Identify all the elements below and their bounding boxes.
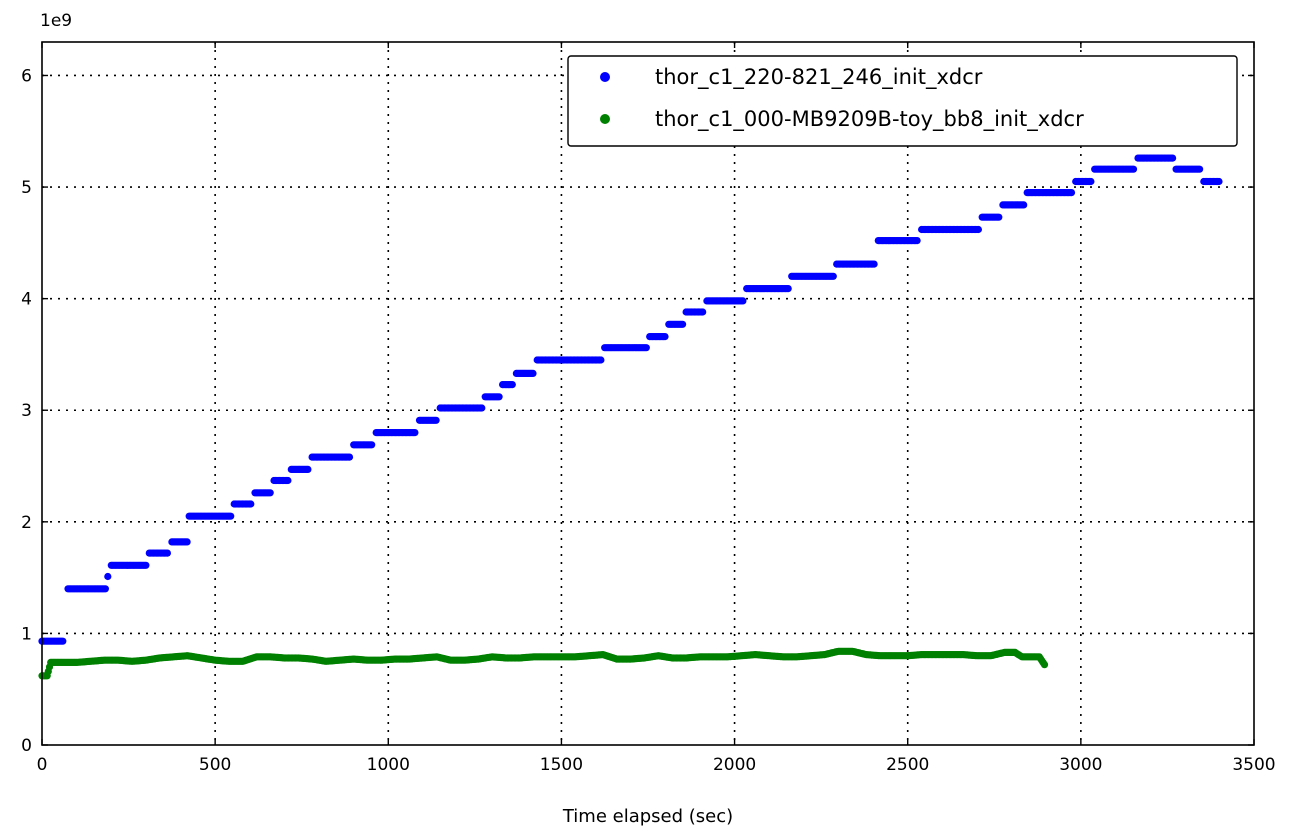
series-1-point bbox=[699, 308, 707, 316]
series-1-point bbox=[1169, 154, 1177, 162]
series-1-point bbox=[739, 297, 747, 305]
series-1-point bbox=[411, 429, 419, 437]
x-tick-label: 500 bbox=[199, 755, 231, 775]
series-1-point bbox=[870, 260, 878, 268]
y-tick-label: 6 bbox=[21, 66, 32, 86]
series-1-point bbox=[183, 538, 191, 546]
series-1-point bbox=[478, 404, 486, 412]
legend-frame bbox=[567, 55, 1238, 147]
series-1-point bbox=[163, 549, 171, 557]
legend-marker bbox=[600, 72, 610, 82]
x-tick-label: 0 bbox=[37, 755, 48, 775]
series-1-point bbox=[642, 344, 650, 352]
y-axis-offset-label: 1e9 bbox=[40, 11, 72, 31]
legend: thor_c1_220-821_246_init_xdcr thor_c1_000… bbox=[567, 55, 1238, 147]
y-tick-label: 3 bbox=[21, 401, 32, 421]
series-1-point bbox=[101, 585, 109, 593]
series-1-point bbox=[1020, 201, 1028, 209]
x-tick-label: 3000 bbox=[1059, 755, 1102, 775]
series-1-point bbox=[304, 465, 312, 473]
series-1-point bbox=[1129, 165, 1138, 173]
series-1-point bbox=[432, 416, 440, 424]
axis-ticks: 0 500 1000 1500 2000 2500 3000 3500 0 1 2 3 4 5 6 bbox=[21, 42, 1276, 775]
x-tick-label: 2000 bbox=[713, 755, 756, 775]
legend-label: thor_c1_220-821_246_init_xdcr bbox=[655, 65, 983, 90]
y-tick-label: 0 bbox=[21, 736, 32, 756]
y-tick-label: 1 bbox=[21, 624, 32, 644]
series-1-point bbox=[1087, 177, 1095, 186]
y-tick-label: 2 bbox=[21, 513, 32, 533]
series-1-point bbox=[368, 441, 376, 449]
series-1-point bbox=[104, 572, 112, 581]
series-1-point bbox=[784, 285, 792, 293]
x-tick-label: 1000 bbox=[367, 755, 410, 775]
plot-frame bbox=[41, 41, 1255, 746]
series-1-point bbox=[284, 476, 292, 485]
series-2-point bbox=[1040, 661, 1049, 669]
series-1-point bbox=[142, 561, 150, 569]
y-tick-label: 5 bbox=[21, 178, 32, 198]
x-axis-title: Time elapsed (sec) bbox=[562, 806, 733, 827]
series-1-point bbox=[227, 512, 235, 520]
series-1-point bbox=[913, 237, 921, 245]
series-1-point bbox=[995, 213, 1003, 221]
series-1-point bbox=[345, 453, 354, 461]
series-1-point bbox=[495, 393, 503, 401]
x-tick-label: 1500 bbox=[540, 755, 583, 775]
x-tick-label: 2500 bbox=[886, 755, 929, 775]
legend-label: thor_c1_000-MB9209B-toy_bb8_init_xdcr bbox=[655, 107, 1084, 132]
series-1-point bbox=[679, 320, 687, 328]
series-1-point bbox=[974, 225, 983, 234]
legend-marker bbox=[600, 114, 610, 124]
series-1-point bbox=[1215, 177, 1223, 186]
series-1-point bbox=[829, 272, 837, 280]
series-1-point bbox=[59, 637, 67, 645]
series-1-point bbox=[508, 381, 516, 389]
series-1-point bbox=[1196, 165, 1204, 173]
series-1-point bbox=[597, 356, 605, 364]
data-points-layer bbox=[38, 154, 1223, 680]
y-tick-label: 4 bbox=[21, 290, 32, 310]
series-1-point bbox=[529, 369, 537, 377]
series-1-point bbox=[266, 489, 274, 497]
series-1-point bbox=[247, 500, 255, 508]
x-tick-label: 3500 bbox=[1232, 755, 1275, 775]
series-1-point bbox=[1067, 189, 1076, 197]
series-1-point bbox=[661, 333, 669, 341]
